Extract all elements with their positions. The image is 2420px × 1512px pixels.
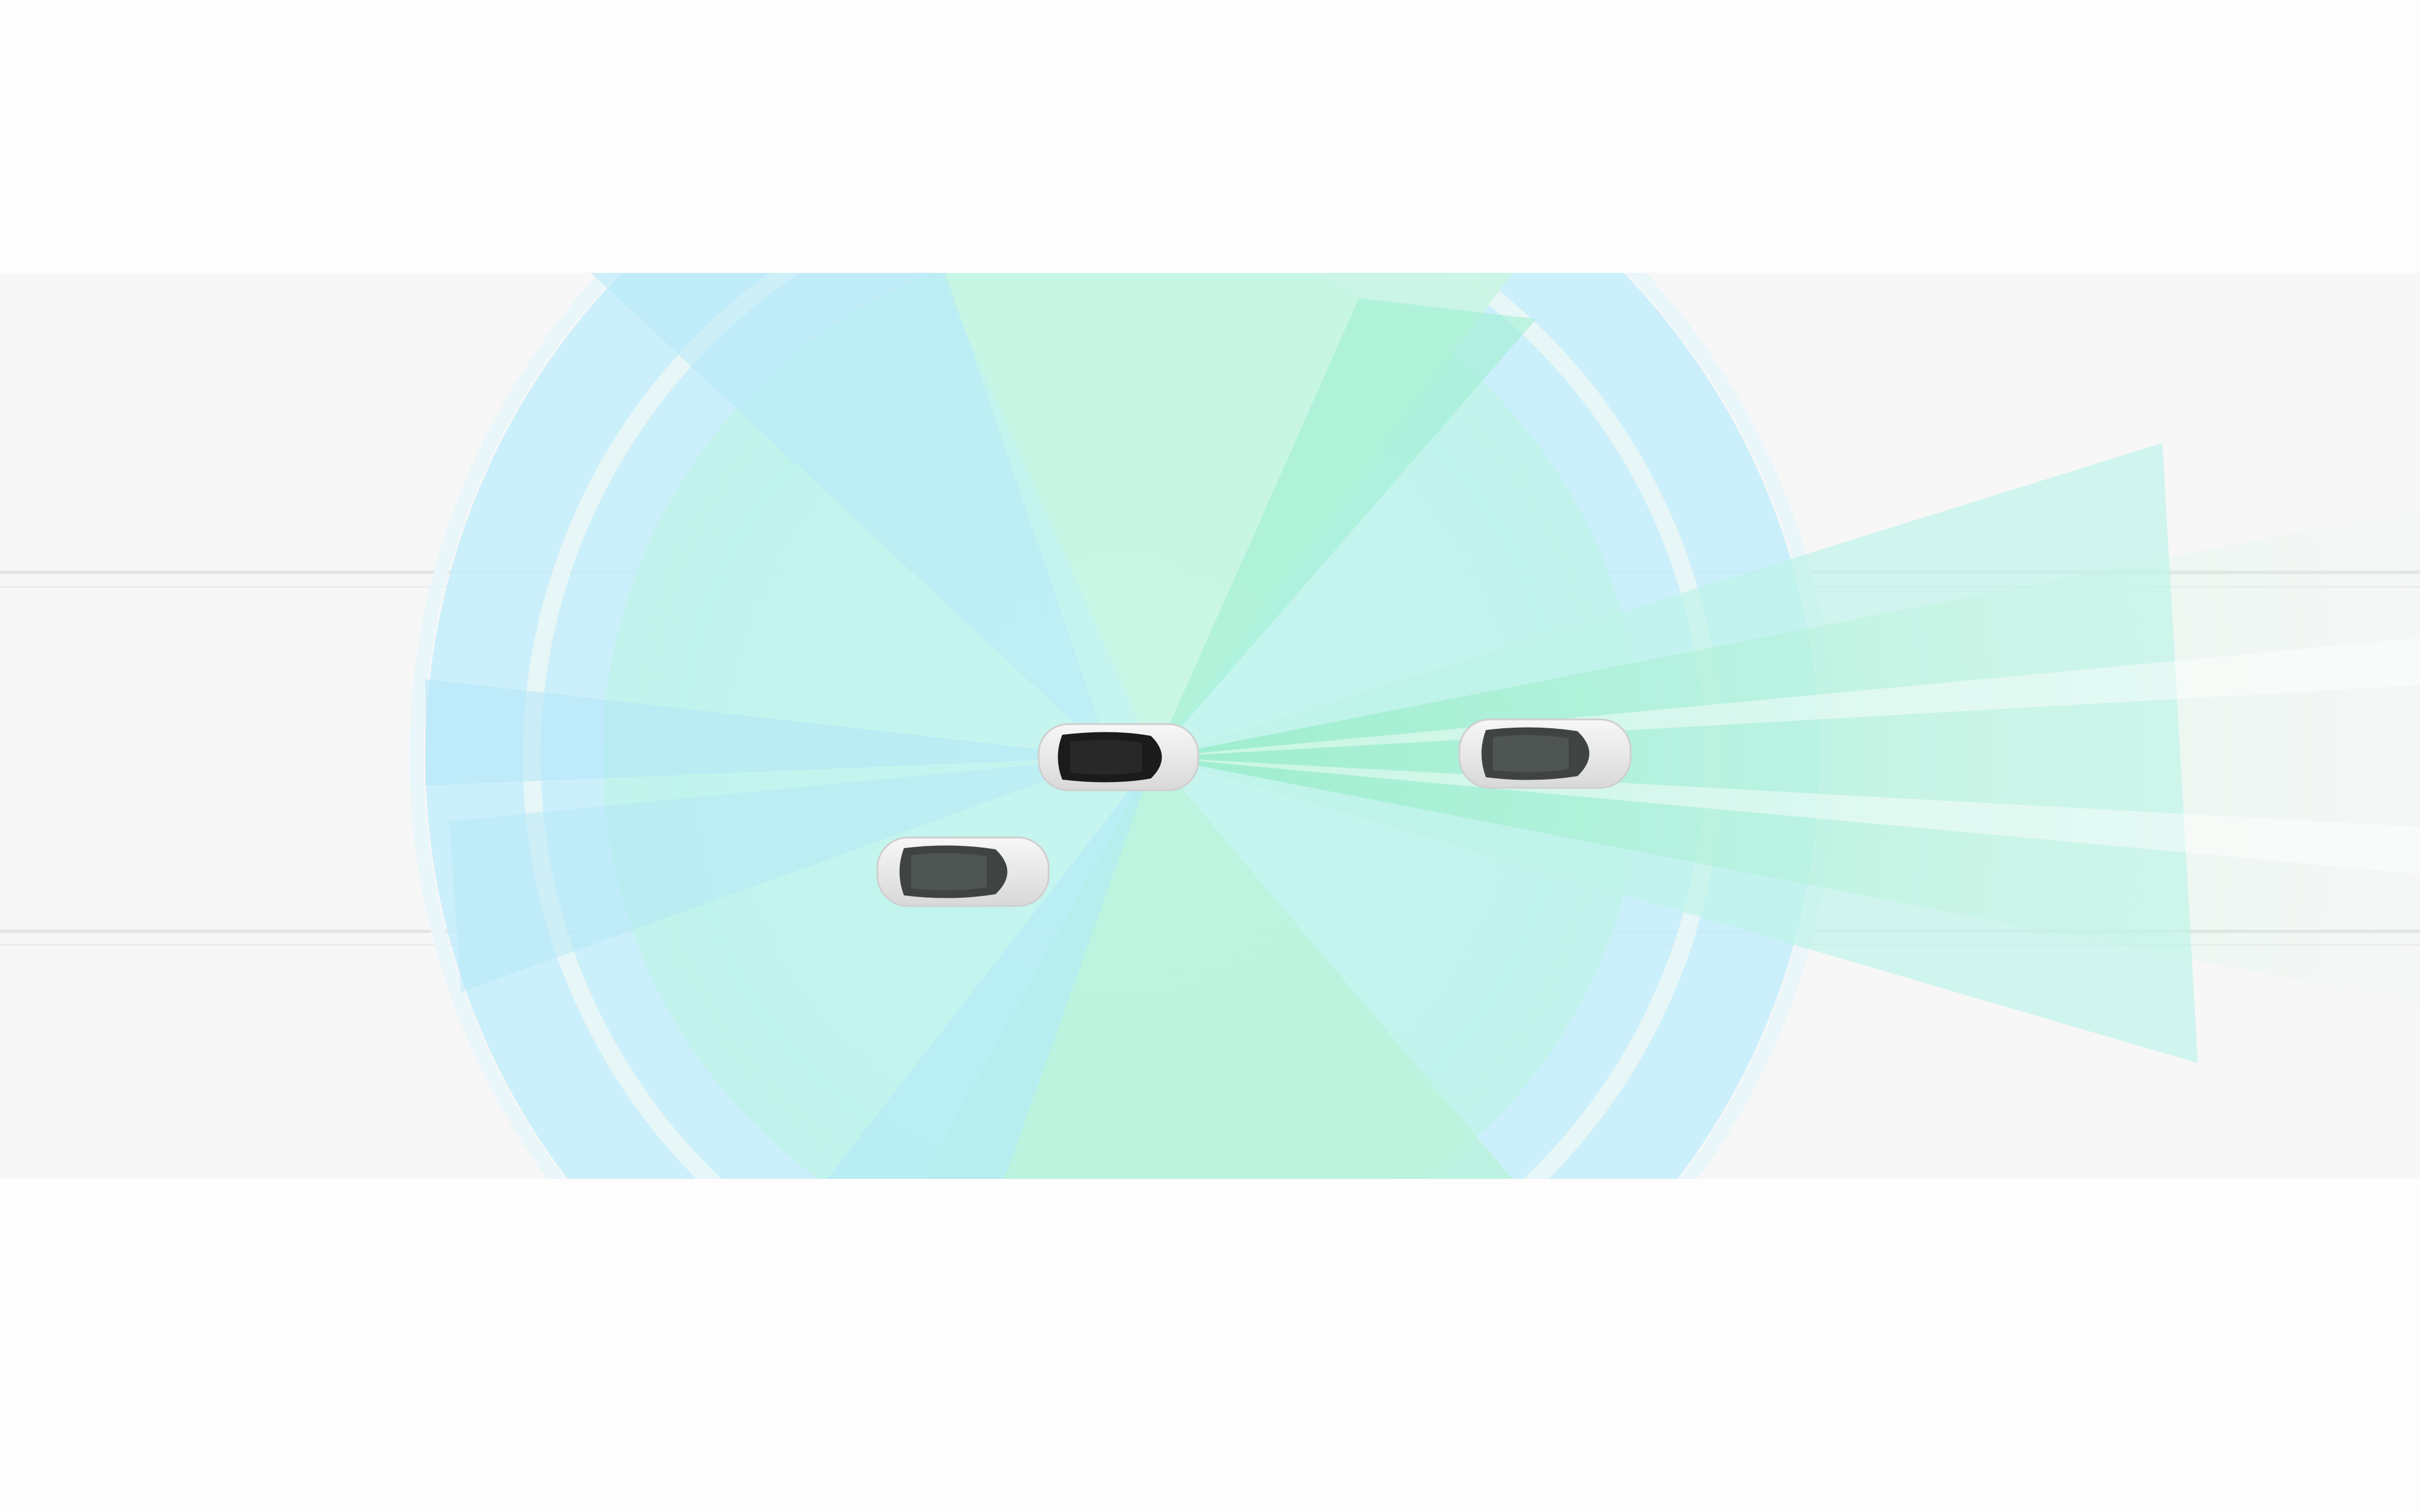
camera-wedge-down-left xyxy=(827,757,1155,1179)
forward-radar-beam-lower xyxy=(1155,757,2420,874)
forward-camera-fan-narrow xyxy=(1155,508,2420,1004)
camera-wedge-down xyxy=(922,757,1512,1179)
car-behind xyxy=(876,836,1050,907)
ego-car xyxy=(1037,723,1199,791)
camera-wedge-up-right xyxy=(1155,298,1536,757)
radar-wedge-left-lower xyxy=(449,757,1111,992)
car-ahead xyxy=(1458,718,1632,789)
radar-wedge-left-upper xyxy=(425,679,1111,786)
radar-wedge-left-top xyxy=(591,273,1111,757)
